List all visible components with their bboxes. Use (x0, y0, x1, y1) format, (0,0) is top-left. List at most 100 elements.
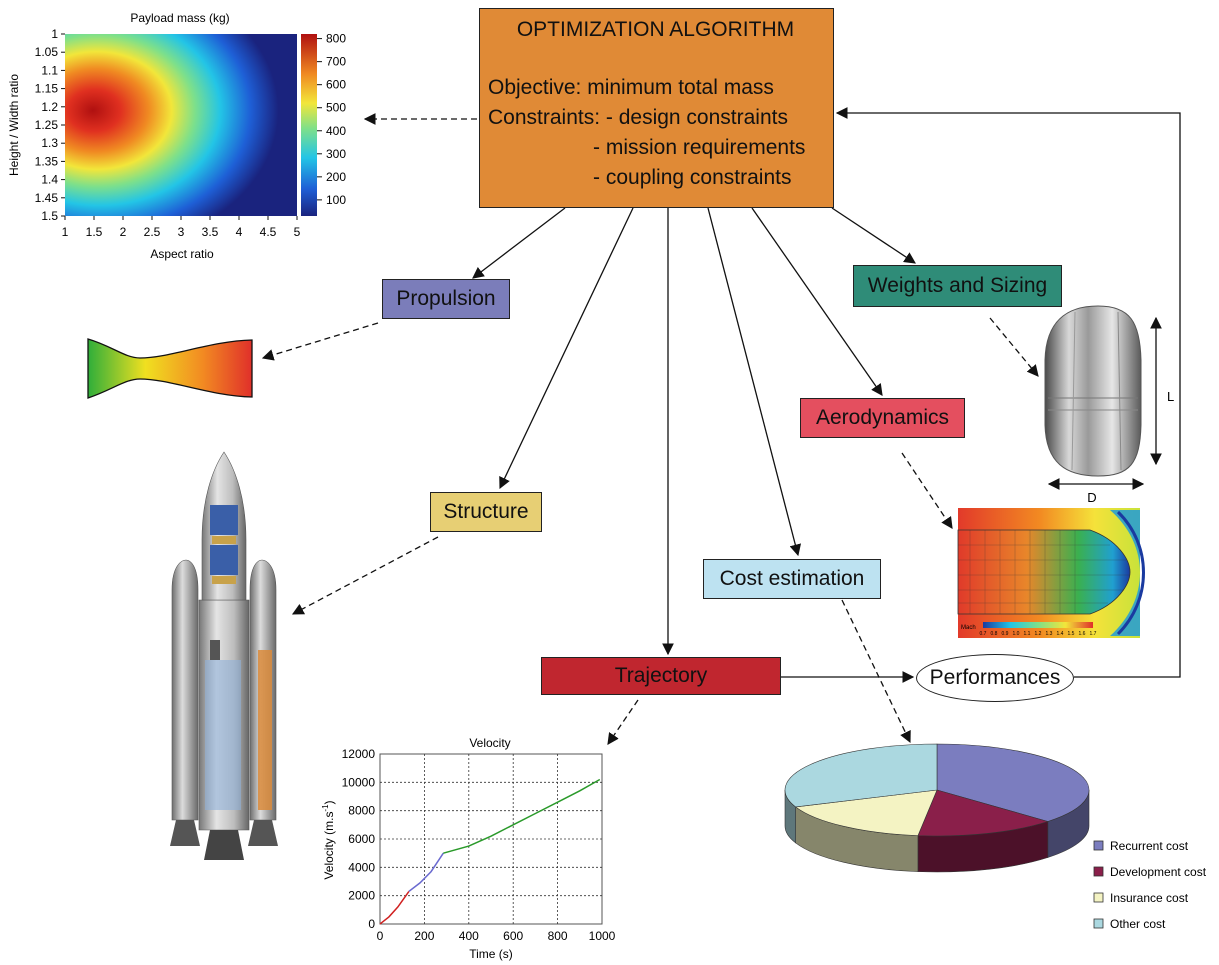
velocity-y-tick-label: 4000 (348, 860, 375, 874)
colorbar-tick-label: 300 (326, 147, 346, 161)
heatmap-colorbar (301, 34, 317, 216)
heatmap-x-tick-label: 1.5 (86, 225, 103, 239)
heatmap-y-tick-label: 1.3 (41, 136, 58, 150)
optimization-algorithm-box: OPTIMIZATION ALGORITHM Objective: minimu… (479, 8, 834, 208)
optimization-title: OPTIMIZATION ALGORITHM (516, 18, 795, 41)
heatmap-x-tick-label: 2 (120, 225, 127, 239)
pie-legend-label: Other cost (1110, 917, 1166, 931)
dashed-cost-to-pie (841, 599, 911, 744)
velocity-x-ticks: 0 200 400 600 800 1000 (377, 929, 616, 943)
mach-tick-label: 0.8 (991, 631, 998, 637)
cost-pie-chart: Recurrent cost Development cost Insurance … (784, 743, 1207, 931)
weights-sizing-box: Weights and Sizing (853, 265, 1062, 307)
nozzle-illustration (87, 338, 253, 399)
velocity-y-tick-label: 8000 (348, 804, 375, 818)
heatmap-x-tick-label: 1 (62, 225, 69, 239)
mach-tick-label: 1.1 (1024, 631, 1031, 637)
arrow-opt-to-aero (751, 207, 883, 396)
heatmap-y-tick-label: 1.5 (41, 209, 58, 223)
pie-slice (936, 743, 1090, 822)
velocity-y-tick-label: 0 (368, 917, 375, 931)
velocity-series (379, 778, 601, 925)
pie-legend-label: Recurrent cost (1110, 839, 1189, 853)
velocity-series-line (379, 890, 410, 925)
velocity-y-tick-label: 6000 (348, 832, 375, 846)
heatmap-y-tick-label: 1.1 (41, 63, 58, 77)
velocity-title: Velocity (469, 736, 510, 750)
heatmap-ylabel: Height / Width ratio (7, 74, 21, 176)
heatmap-y-tick-label: 1.45 (35, 191, 59, 205)
pie-legend-swatch (1093, 892, 1104, 903)
colorbar-tick-label: 100 (326, 193, 346, 207)
structure-box: Structure (430, 492, 542, 532)
colorbar-tick-label: 600 (326, 78, 346, 92)
heatmap-y-tick-label: 1.05 (35, 45, 59, 59)
connectors (261, 107, 1181, 745)
arrow-opt-to-structure (499, 207, 634, 490)
mach-ticks: 0.7 0.8 0.9 1.0 1.1 1.2 1.3 1.4 1.5 1.6 1.7 (980, 631, 1097, 637)
heatmap-y-tick-label: 1.35 (35, 154, 59, 168)
constraint-line-1: Constraints: - design constraints (488, 106, 788, 129)
dashed-aero-to-flowfield (901, 452, 953, 529)
heatmap-y-tick-label: 1.4 (41, 173, 58, 187)
rocket-illustration (168, 445, 280, 860)
heatmap-x-tick-label: 4 (236, 225, 243, 239)
heatmap-x-ticks: 1 1.5 2 2.5 3 3.5 4 4.5 5 (62, 216, 301, 239)
pie-legend-label: Insurance cost (1110, 891, 1189, 905)
pie-slice (794, 789, 938, 836)
colorbar-tick-label: 400 (326, 124, 346, 138)
heatmap-x-tick-label: 3.5 (202, 225, 219, 239)
constraint-line-2: - mission requirements (488, 136, 806, 159)
diameter-label: D (1087, 490, 1096, 505)
aero-flowfield-illustration: Mach 0.7 0.8 0.9 1.0 1.1 1.2 1.3 1.4 1.5 1.6 1.7 (957, 508, 1145, 638)
mach-tick-label: 1.5 (1068, 631, 1075, 637)
velocity-xlabel: Time (s) (469, 947, 513, 961)
objective-text: Objective: minimum total mass (488, 76, 774, 99)
pie-slice (917, 789, 1049, 837)
heatmap-x-tick-label: 3 (178, 225, 185, 239)
velocity-y-ticks: 0 2000 4000 6000 8000 10000 12000 (342, 747, 376, 931)
arrow-perf-feedback (835, 107, 1181, 678)
velocity-y-tick-label: 12000 (342, 747, 376, 761)
velocity-chart: Velocity 0 200 400 600 800 1000 0 2000 4000 6000… (321, 736, 616, 961)
mach-tick-label: 0.7 (980, 631, 987, 637)
velocity-y-tick-label: 10000 (342, 775, 376, 789)
dashed-weights-to-capsule (989, 317, 1039, 377)
heatmap-x-tick-label: 5 (294, 225, 301, 239)
heatmap-y-tick-label: 1 (51, 27, 58, 41)
heatmap-y-tick-label: 1.15 (35, 82, 59, 96)
mach-tick-label: 1.2 (1035, 631, 1042, 637)
capsule-illustration: L D (1044, 305, 1174, 505)
dashed-propulsion-to-nozzle (261, 322, 379, 361)
mach-tick-label: 1.0 (1013, 631, 1020, 637)
constraint-line-3: - coupling constraints (488, 166, 792, 189)
velocity-series-line (408, 852, 444, 892)
colorbar-tick-label: 200 (326, 170, 346, 184)
colorbar-tick-label: 800 (326, 32, 346, 46)
mach-tick-label: 1.6 (1079, 631, 1086, 637)
mach-tick-label: 1.4 (1057, 631, 1064, 637)
aerodynamics-box: Aerodynamics (800, 398, 965, 438)
trajectory-box: Trajectory (541, 657, 781, 695)
velocity-ylabel: Velocity (m.s-1) (321, 800, 336, 879)
heatmap-y-tick-label: 1.2 (41, 100, 58, 114)
arrow-opt-to-weights (831, 207, 916, 264)
length-label: L (1167, 389, 1174, 404)
heatmap-x-tick-label: 2.5 (144, 225, 161, 239)
pie-legend-swatch (1093, 918, 1104, 929)
mach-tick-label: 0.9 (1002, 631, 1009, 637)
arrow-opt-to-cost (707, 207, 802, 557)
mach-label: Mach (961, 625, 976, 631)
heatmap-y-ticks: 1 1.05 1.1 1.15 1.2 1.25 1.3 1.35 1.4 1.45 1.5 (35, 27, 65, 223)
heatmap-plot-area (65, 34, 297, 216)
pie-legend-swatch (1093, 866, 1104, 877)
arrow-opt-to-propulsion (472, 207, 566, 279)
pie-slices (784, 743, 1090, 873)
colorbar-ticks: 800 700 600 500 400 300 200 100 (317, 32, 346, 207)
payload-heatmap: Payload mass (kg) 1 1.5 2 2.5 3 3.5 4 4.5 5 1 1.0… (7, 11, 346, 261)
cost-estimation-box: Cost estimation (703, 559, 881, 599)
velocity-y-tick-label: 2000 (348, 889, 375, 903)
mach-tick-label: 1.3 (1046, 631, 1053, 637)
heatmap-x-tick-label: 4.5 (260, 225, 277, 239)
